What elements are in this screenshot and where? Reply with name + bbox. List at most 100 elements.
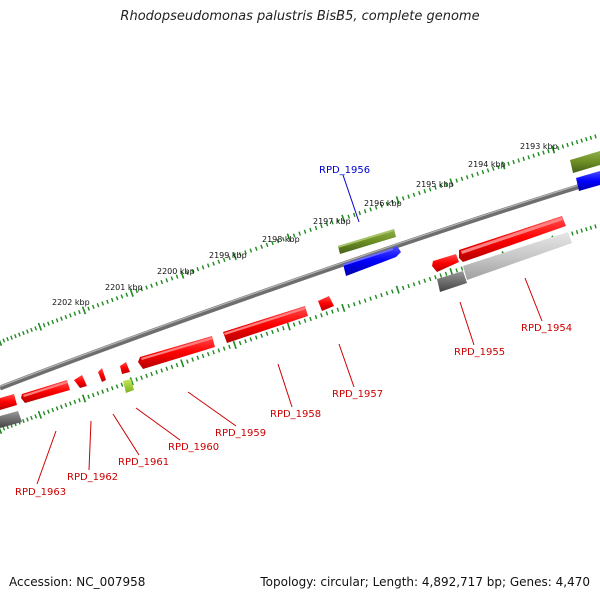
- inner-ring-minor-tick: [73, 399, 77, 404]
- inner-ring-minor-tick: [34, 414, 38, 419]
- outer-ring-minor-tick: [125, 292, 129, 297]
- outer-ring-minor-tick: [206, 263, 210, 268]
- inner-ring-minor-tick: [217, 348, 221, 353]
- outer-ring-minor-tick: [91, 304, 95, 310]
- outer-ring-minor-tick: [60, 316, 63, 321]
- inner-ring-minor-tick: [320, 313, 323, 318]
- gene-rpd-1952-olive[interactable]: [570, 151, 600, 173]
- outer-ring-major-tick: [501, 161, 506, 170]
- kbp-label-2197: 2197 kbp: [313, 217, 351, 226]
- inner-ring-minor-tick: [22, 418, 25, 424]
- outer-ring-major-tick: [129, 288, 134, 297]
- gene-rpd-1961[interactable]: [98, 368, 106, 382]
- inner-ring-minor-tick: [96, 391, 100, 396]
- kbp-label-2202: 2202 kbp: [52, 298, 90, 307]
- gene-label-rpd-1956[interactable]: RPD_1956: [319, 165, 370, 176]
- inner-ring-minor-tick: [87, 394, 90, 399]
- inner-ring-minor-tick: [276, 327, 280, 333]
- inner-ring-minor-tick: [2, 426, 6, 431]
- inner-ring-minor-tick: [423, 278, 427, 283]
- outer-ring-minor-tick: [336, 218, 340, 223]
- outer-ring-minor-tick: [512, 159, 515, 165]
- outer-ring-minor-tick: [228, 255, 231, 261]
- gene-rpd-1963[interactable]: [21, 380, 70, 403]
- gene-rpd-1956-blue[interactable]: [343, 246, 401, 276]
- inner-ring-minor-tick: [298, 320, 301, 325]
- gene-rpd-1952-blue[interactable]: [576, 171, 600, 191]
- gene-label-rpd-1957[interactable]: RPD_1957: [332, 389, 383, 400]
- outer-ring-minor-tick: [106, 299, 109, 304]
- inner-ring-minor-tick: [196, 355, 200, 360]
- gene-rpd-1958[interactable]: [223, 306, 308, 343]
- outer-tick-ring: [0, 134, 597, 346]
- gene-rpd-1955-shadow[interactable]: [437, 271, 467, 292]
- gene-rpd-1954-shadow[interactable]: [463, 232, 572, 280]
- outer-ring-minor-tick: [14, 333, 17, 339]
- inner-ring-minor-tick: [385, 291, 389, 296]
- outer-ring-minor-tick: [391, 199, 394, 205]
- gene-label-rpd-1962[interactable]: RPD_1962: [67, 472, 118, 483]
- outer-ring-minor-tick: [401, 196, 405, 201]
- gene-label-rpd-1958[interactable]: RPD_1958: [270, 409, 321, 420]
- gene-label-rpd-1954[interactable]: RPD_1954: [521, 323, 572, 334]
- leader-rpd-1957: [338, 343, 355, 388]
- outer-ring-major-tick: [449, 178, 454, 187]
- outer-ring-minor-tick: [17, 332, 21, 337]
- inner-ring-minor-tick: [331, 309, 334, 314]
- kbp-label-2194: 2194 kbp: [468, 160, 506, 169]
- gene-label-rpd-1961[interactable]: RPD_1961: [118, 457, 169, 468]
- gene-rpd-1954[interactable]: [459, 216, 566, 262]
- inner-ring-minor-tick: [60, 404, 63, 409]
- inner-ring-minor-tick: [594, 224, 597, 229]
- outer-ring-major-tick: [81, 306, 87, 315]
- inner-ring-minor-tick: [201, 353, 205, 359]
- gene-label-rpd-1960[interactable]: RPD_1960: [168, 442, 219, 453]
- inner-ring-minor-tick: [110, 386, 114, 391]
- outer-ring-minor-tick: [212, 261, 215, 266]
- leader-rpd-1954: [524, 277, 543, 322]
- kbp-label-2196: 2196 kbp: [364, 199, 402, 208]
- gene-rpd-1962[interactable]: [74, 375, 87, 388]
- outer-ring-minor-tick: [331, 220, 334, 225]
- inner-ring-minor-tick: [51, 407, 55, 413]
- inner-ring-minor-tick: [55, 406, 59, 411]
- gene-rpd-1957[interactable]: [318, 296, 334, 311]
- kbp-label-2195: 2195 kbp: [416, 180, 454, 189]
- gene-label-rpd-1963[interactable]: RPD_1963: [15, 487, 66, 498]
- outer-ring-minor-tick: [47, 321, 50, 326]
- inner-ring-minor-tick: [314, 314, 318, 320]
- outer-ring-minor-tick: [120, 294, 124, 299]
- inner-ring-major-tick: [286, 322, 291, 331]
- outer-ring-minor-tick: [325, 222, 329, 227]
- gene-label-rpd-1959[interactable]: RPD_1959: [215, 428, 266, 439]
- gene-rpd-1960-lime[interactable]: [123, 379, 134, 393]
- outer-ring-minor-tick: [135, 289, 138, 294]
- outer-ring-minor-tick: [140, 287, 143, 292]
- outer-ring-minor-tick: [369, 207, 372, 212]
- gene-label-rpd-1955[interactable]: RPD_1955: [454, 347, 505, 358]
- inner-ring-minor-tick: [589, 225, 593, 230]
- gene-rpd-1959[interactable]: [138, 336, 215, 369]
- outer-ring-minor-tick: [460, 176, 464, 182]
- gene-rpd-1956-olive[interactable]: [338, 229, 396, 254]
- inner-ring-minor-tick: [580, 228, 583, 233]
- gene-rpd-1964-shadow[interactable]: [0, 411, 22, 428]
- inner-ring-minor-tick: [106, 387, 109, 393]
- outer-ring-minor-tick: [87, 306, 90, 311]
- outer-ring-minor-tick: [320, 223, 323, 229]
- outer-ring-minor-tick: [292, 233, 296, 238]
- inner-ring-minor-tick: [101, 389, 105, 394]
- outer-ring-minor-tick: [358, 210, 361, 216]
- leader-rpd-1959: [187, 391, 237, 427]
- gene-rpd-1955[interactable]: [432, 254, 459, 272]
- outer-ring-minor-tick: [73, 311, 77, 316]
- outer-ring-minor-tick: [22, 330, 25, 336]
- inner-ring-major-tick: [81, 394, 87, 403]
- inner-ring-minor-tick: [363, 298, 367, 303]
- gene-rpd-1964[interactable]: [0, 394, 17, 410]
- inner-ring-minor-tick: [401, 285, 405, 291]
- outer-ring-minor-tick: [298, 231, 301, 236]
- outer-ring-minor-tick: [34, 326, 38, 331]
- gene-rpd-1960[interactable]: [120, 362, 130, 374]
- outer-ring-minor-tick: [556, 145, 560, 151]
